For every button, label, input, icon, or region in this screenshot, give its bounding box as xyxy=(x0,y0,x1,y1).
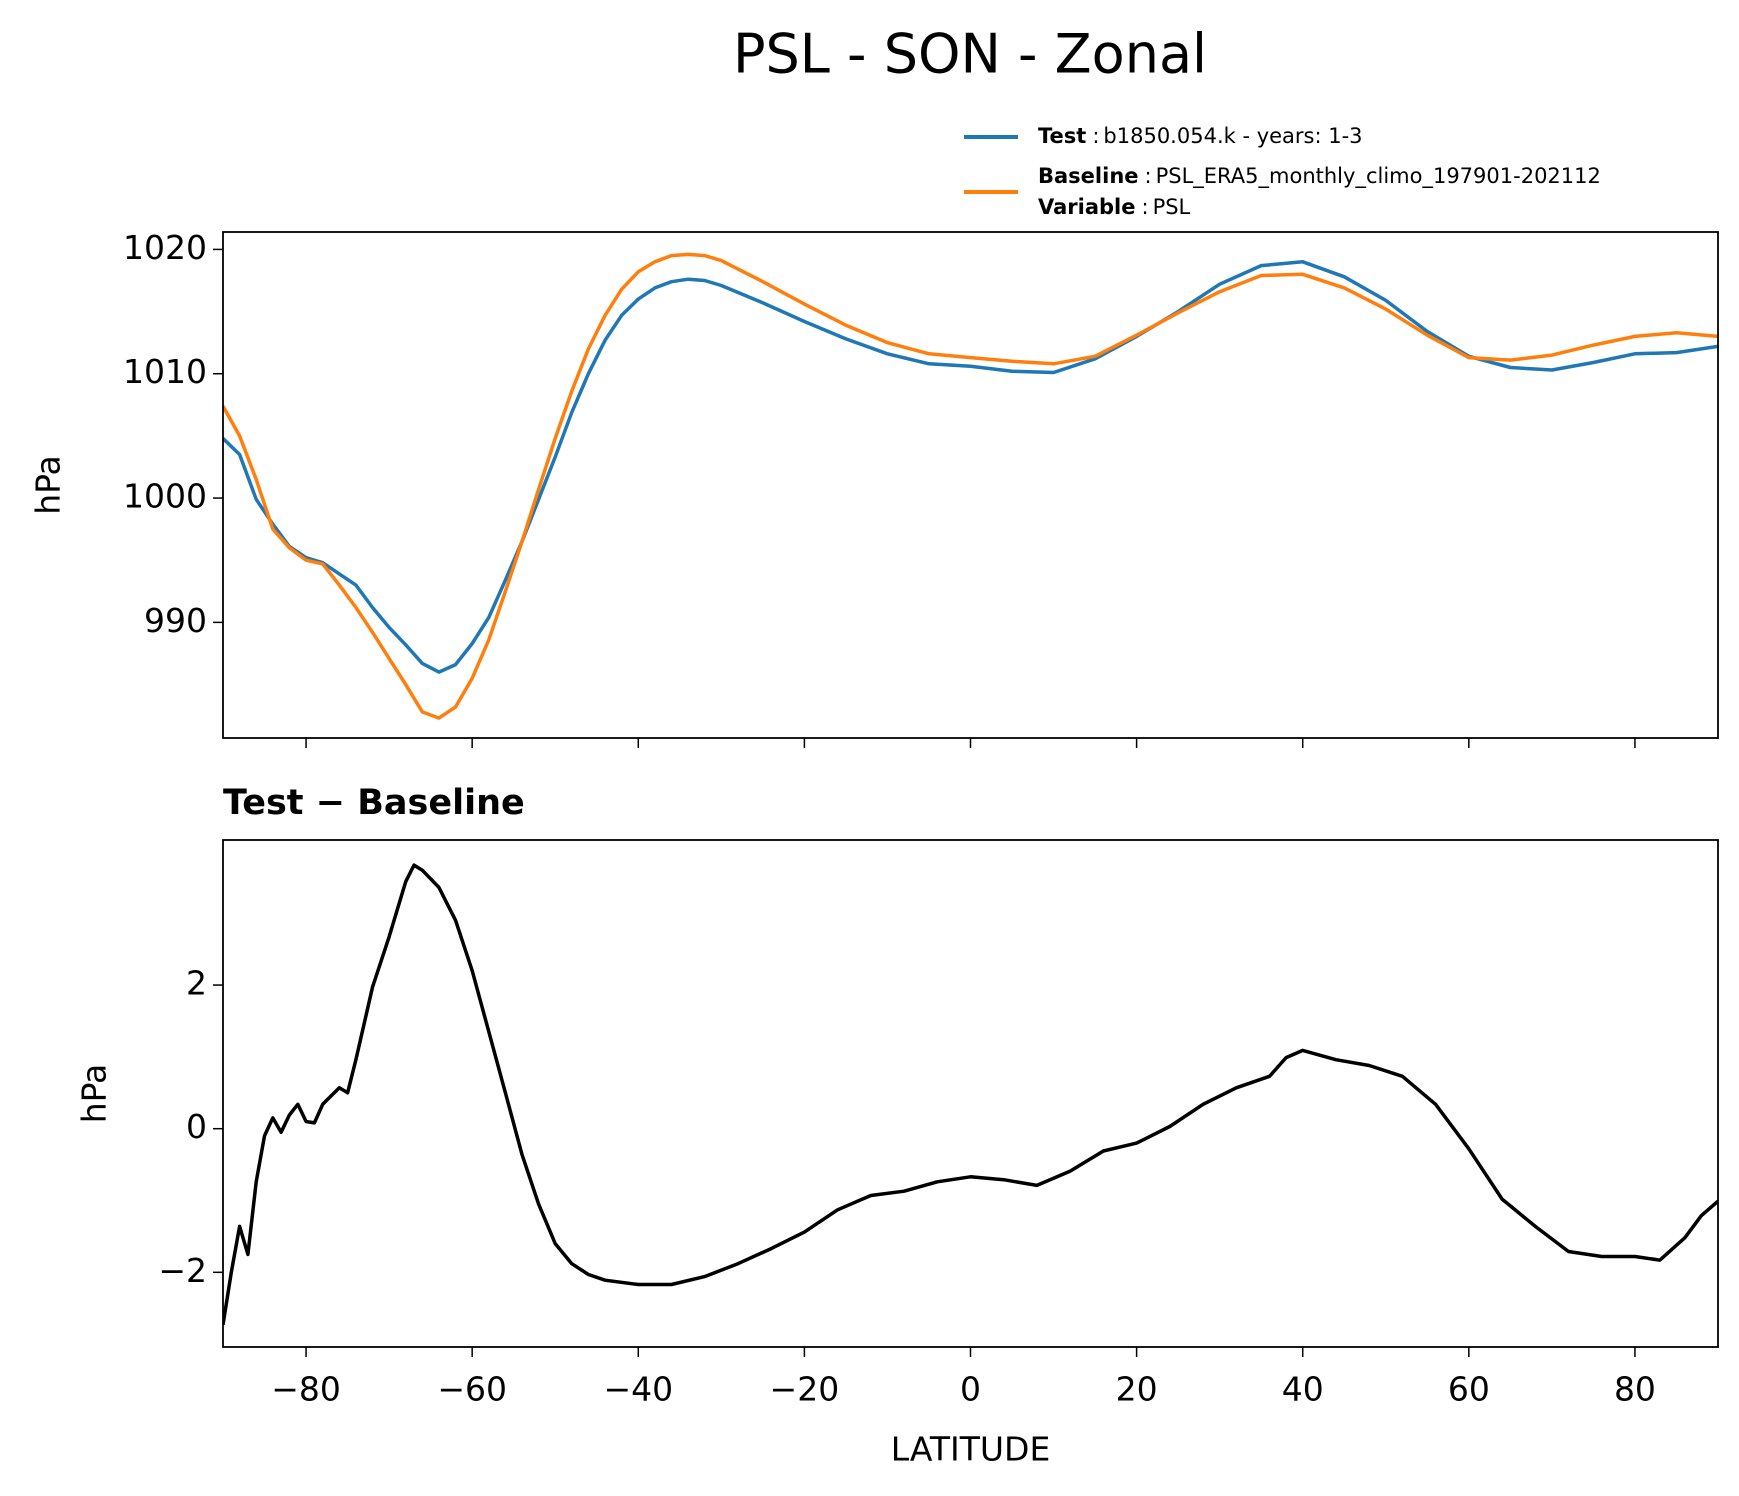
legend-separator: : xyxy=(1141,195,1148,219)
legend-separator: : xyxy=(1145,164,1152,188)
legend-name: Variable xyxy=(1038,195,1135,219)
plot-area xyxy=(223,252,1718,720)
x-axis-label: LATITUDE xyxy=(891,1430,1051,1469)
series-line xyxy=(223,260,1718,674)
x-tick-label: −40 xyxy=(603,1370,673,1409)
chart-title: PSL - SON - Zonal xyxy=(733,23,1207,86)
x-tick-label: 20 xyxy=(1116,1370,1158,1409)
axes-frame xyxy=(222,839,1719,1348)
legend-description: PSL_ERA5_monthly_climo_197901-202112 xyxy=(1156,164,1601,189)
legend-separator: : xyxy=(1092,124,1099,148)
x-tick-label: −60 xyxy=(437,1370,507,1409)
y-tick-label: 0 xyxy=(186,1107,207,1146)
y-axis-label: hPa xyxy=(75,1064,114,1124)
y-tick-label: 1010 xyxy=(123,352,207,391)
x-tick-label: 40 xyxy=(1282,1370,1324,1409)
legend-entry: Test: b1850.054.k - years: 1-3 xyxy=(1038,124,1363,148)
y-tick-label: 1020 xyxy=(123,228,207,267)
x-tick-label: 80 xyxy=(1614,1370,1656,1409)
x-tick-label: 60 xyxy=(1448,1370,1490,1409)
y-tick-label: 2 xyxy=(186,964,207,1003)
legend-entry: Baseline: PSL_ERA5_monthly_climo_197901-2… xyxy=(1038,164,1601,189)
series-line xyxy=(223,863,1718,1325)
x-tick-label: 0 xyxy=(960,1370,981,1409)
legend-name: Baseline xyxy=(1038,164,1139,188)
axes-frame xyxy=(222,231,1719,739)
subplot-title: Test − Baseline xyxy=(223,783,525,823)
x-tick-label: −80 xyxy=(271,1370,341,1409)
legend-description: b1850.054.k - years: 1-3 xyxy=(1103,124,1362,148)
series-line xyxy=(223,252,1718,720)
legend-extra: Variable: PSL xyxy=(1038,195,1191,219)
y-tick-label: −2 xyxy=(158,1251,207,1290)
y-tick-label: 990 xyxy=(144,601,207,640)
legend-description: PSL xyxy=(1153,195,1191,219)
x-tick-label: −20 xyxy=(770,1370,840,1409)
legend-name: Test xyxy=(1038,124,1086,148)
y-axis-label: hPa xyxy=(29,455,68,515)
y-tick-label: 1000 xyxy=(123,477,207,516)
plot-area xyxy=(223,863,1718,1325)
